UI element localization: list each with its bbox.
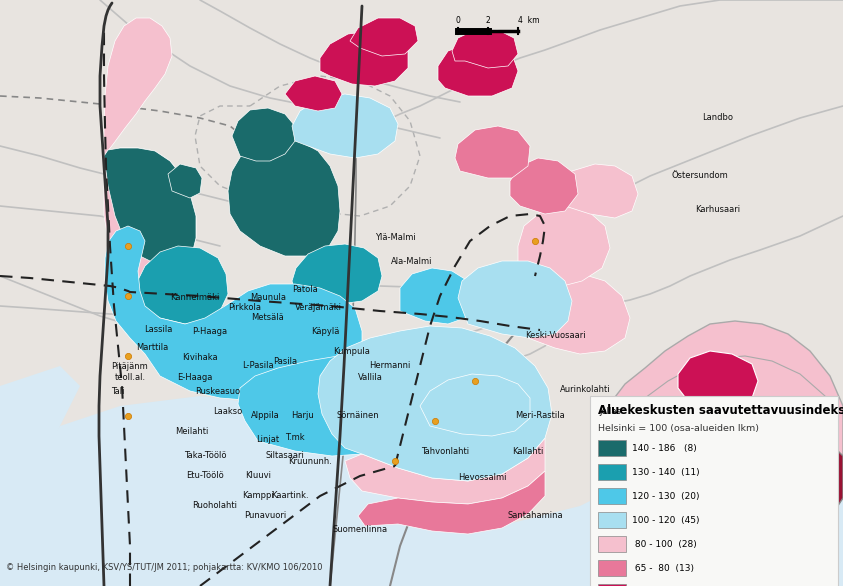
Text: Harju: Harju [291, 411, 314, 420]
Text: 80 - 100  (28): 80 - 100 (28) [632, 540, 697, 548]
Polygon shape [105, 226, 362, 401]
Text: Ylä-Malmi: Ylä-Malmi [374, 233, 416, 243]
Text: Kluuvi: Kluuvi [245, 471, 271, 479]
Text: 130 - 140  (11): 130 - 140 (11) [632, 468, 700, 476]
Polygon shape [678, 351, 758, 408]
Polygon shape [232, 108, 295, 161]
Polygon shape [400, 268, 472, 324]
Text: Patola: Patola [293, 285, 318, 295]
Text: Sörnäinen: Sörnäinen [336, 411, 379, 420]
Text: 0: 0 [455, 16, 460, 25]
Polygon shape [358, 471, 545, 534]
Text: Maunula: Maunula [250, 294, 286, 302]
Polygon shape [350, 18, 418, 56]
Text: Östersundom: Östersundom [672, 171, 728, 179]
Text: Kallahti: Kallahti [513, 448, 544, 456]
Text: T.mk: T.mk [285, 434, 305, 442]
Bar [598, 512, 626, 528]
Text: Ruoholahti: Ruoholahti [192, 500, 238, 509]
Polygon shape [292, 94, 398, 158]
Polygon shape [0, 486, 843, 586]
Text: Aurinkolahti: Aurinkolahti [560, 386, 610, 394]
Text: Pirkkola: Pirkkola [228, 304, 261, 312]
Text: Tali: Tali [111, 387, 125, 397]
Bar [598, 440, 626, 456]
Text: 2: 2 [486, 16, 491, 25]
Text: Marttila: Marttila [136, 343, 168, 353]
Text: Pasila: Pasila [273, 357, 297, 366]
Bar [598, 464, 626, 480]
Text: Ruskeasuo: Ruskeasuo [196, 387, 240, 397]
Polygon shape [238, 354, 430, 456]
Text: Laakso: Laakso [213, 407, 243, 417]
Text: Tahvonlahti: Tahvonlahti [421, 448, 469, 456]
Polygon shape [320, 31, 408, 86]
Text: Veräjämäki: Veräjämäki [294, 304, 341, 312]
Text: Jollas: Jollas [599, 407, 621, 417]
Text: Hermanni: Hermanni [369, 360, 411, 370]
Text: Aluekeskusten saavutettavuusindeksi: Aluekeskusten saavutettavuusindeksi [598, 404, 843, 417]
Text: Siltasaari: Siltasaari [266, 451, 304, 459]
Text: E-Haaga: E-Haaga [177, 373, 212, 383]
Text: Kruununh.: Kruununh. [288, 458, 332, 466]
Bar [598, 488, 626, 504]
Polygon shape [438, 44, 518, 96]
Text: Kaartink.: Kaartink. [271, 490, 309, 499]
Polygon shape [525, 274, 630, 354]
Text: 120 - 130  (20): 120 - 130 (20) [632, 492, 700, 500]
Polygon shape [518, 206, 610, 288]
Text: Käpylä: Käpylä [311, 328, 339, 336]
Text: Etu-Töölö: Etu-Töölö [186, 471, 224, 479]
Text: Kumpula: Kumpula [334, 347, 370, 356]
Text: 65 -  80  (13): 65 - 80 (13) [632, 564, 694, 573]
Polygon shape [136, 246, 228, 324]
Text: Kivihaka: Kivihaka [182, 353, 217, 363]
Bar [598, 536, 626, 552]
Polygon shape [228, 138, 340, 256]
Polygon shape [104, 148, 196, 281]
Text: © Helsingin kaupunki, KSV/YS/TUT/JM 2011; pohjakartta: KV/KMO 106/2010: © Helsingin kaupunki, KSV/YS/TUT/JM 2011… [6, 563, 323, 572]
Polygon shape [292, 244, 382, 304]
Polygon shape [615, 356, 838, 518]
Text: L-Pasila: L-Pasila [242, 360, 274, 370]
Polygon shape [285, 76, 342, 111]
Text: Meilahti: Meilahti [175, 428, 209, 437]
Text: Pitäjänm
teoll.al.: Pitäjänm teoll.al. [111, 362, 148, 381]
Text: Keski-Vuosaari: Keski-Vuosaari [524, 331, 585, 339]
Polygon shape [104, 148, 196, 271]
Polygon shape [558, 164, 638, 218]
Polygon shape [318, 326, 552, 481]
Text: Karhusaari: Karhusaari [695, 206, 740, 214]
Text: Vallila: Vallila [357, 373, 383, 383]
Text: 4  km: 4 km [518, 16, 540, 25]
Text: Taka-Töölö: Taka-Töölö [184, 451, 226, 459]
Polygon shape [510, 158, 578, 214]
Polygon shape [452, 30, 518, 68]
Text: Ala-Malmi: Ala-Malmi [391, 257, 432, 267]
Polygon shape [168, 164, 202, 198]
Polygon shape [0, 396, 520, 586]
Text: Santahamina: Santahamina [507, 510, 563, 520]
Bar [598, 560, 626, 576]
Text: P-Haaga: P-Haaga [192, 328, 228, 336]
Text: Kamppi: Kamppi [242, 490, 274, 499]
Text: Lassila: Lassila [144, 325, 172, 335]
Text: Metsälä: Metsälä [251, 314, 284, 322]
Bar [590, 396, 838, 586]
Bar [598, 584, 626, 586]
Polygon shape [0, 366, 80, 586]
Text: 100 - 120  (45): 100 - 120 (45) [632, 516, 700, 524]
Polygon shape [455, 126, 530, 178]
Text: Alppila: Alppila [250, 411, 279, 420]
Text: Punavuori: Punavuori [244, 510, 286, 520]
Polygon shape [458, 261, 572, 338]
Text: Kannelmäki: Kannelmäki [170, 294, 220, 302]
Text: Linjat: Linjat [256, 435, 280, 445]
Text: Hevossalmi: Hevossalmi [458, 473, 507, 482]
Text: Helsinki = 100 (osa-alueiden lkm): Helsinki = 100 (osa-alueiden lkm) [598, 424, 759, 433]
Text: Landbo: Landbo [702, 114, 733, 122]
Text: 140 - 186   (8): 140 - 186 (8) [632, 444, 697, 452]
Polygon shape [104, 18, 172, 156]
Polygon shape [420, 374, 530, 436]
